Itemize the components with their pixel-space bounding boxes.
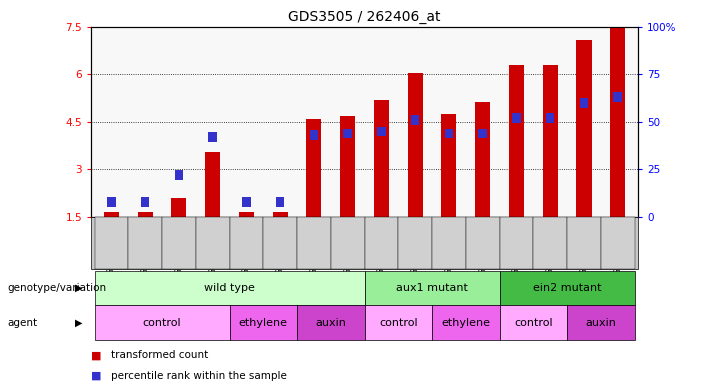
Text: ethylene: ethylene [441,318,490,328]
Bar [276,197,285,207]
Bar [141,197,149,207]
Text: auxin: auxin [585,318,616,328]
Bar [576,40,592,217]
Bar [407,73,423,217]
Text: ein2 mutant: ein2 mutant [533,283,601,293]
Bar [610,27,625,217]
Bar [175,170,183,180]
Bar [374,100,389,217]
Text: ■: ■ [91,350,102,360]
Bar [306,119,322,217]
Bar [512,113,521,123]
Text: percentile rank within the sample: percentile rank within the sample [111,371,287,381]
Text: ethylene: ethylene [239,318,288,328]
Bar [546,113,554,123]
Bar [475,102,490,217]
Bar [442,114,456,217]
Bar [242,197,251,207]
Text: ▶: ▶ [75,283,83,293]
Text: control: control [379,318,418,328]
Text: wild type: wild type [204,283,255,293]
Text: genotype/variation: genotype/variation [7,283,106,293]
Bar [543,65,558,217]
Bar [444,129,453,138]
Bar [208,132,217,142]
Bar [239,212,254,217]
Text: agent: agent [7,318,37,328]
Bar [137,212,153,217]
Bar [478,129,487,138]
Bar [107,197,116,207]
Bar [509,65,524,217]
Bar [310,131,318,140]
Bar [273,212,287,217]
Text: control: control [514,318,552,328]
Bar [580,98,588,108]
Bar [343,129,352,138]
Bar [613,93,622,102]
Text: control: control [143,318,182,328]
Bar [171,198,186,217]
Text: ■: ■ [91,371,102,381]
Bar [205,152,220,217]
Bar [340,116,355,217]
Text: transformed count: transformed count [111,350,208,360]
Title: GDS3505 / 262406_at: GDS3505 / 262406_at [288,10,441,25]
Text: auxin: auxin [315,318,346,328]
Text: ▶: ▶ [75,318,83,328]
Bar [377,127,386,136]
Text: aux1 mutant: aux1 mutant [396,283,468,293]
Bar [104,212,119,217]
Bar [411,115,419,125]
